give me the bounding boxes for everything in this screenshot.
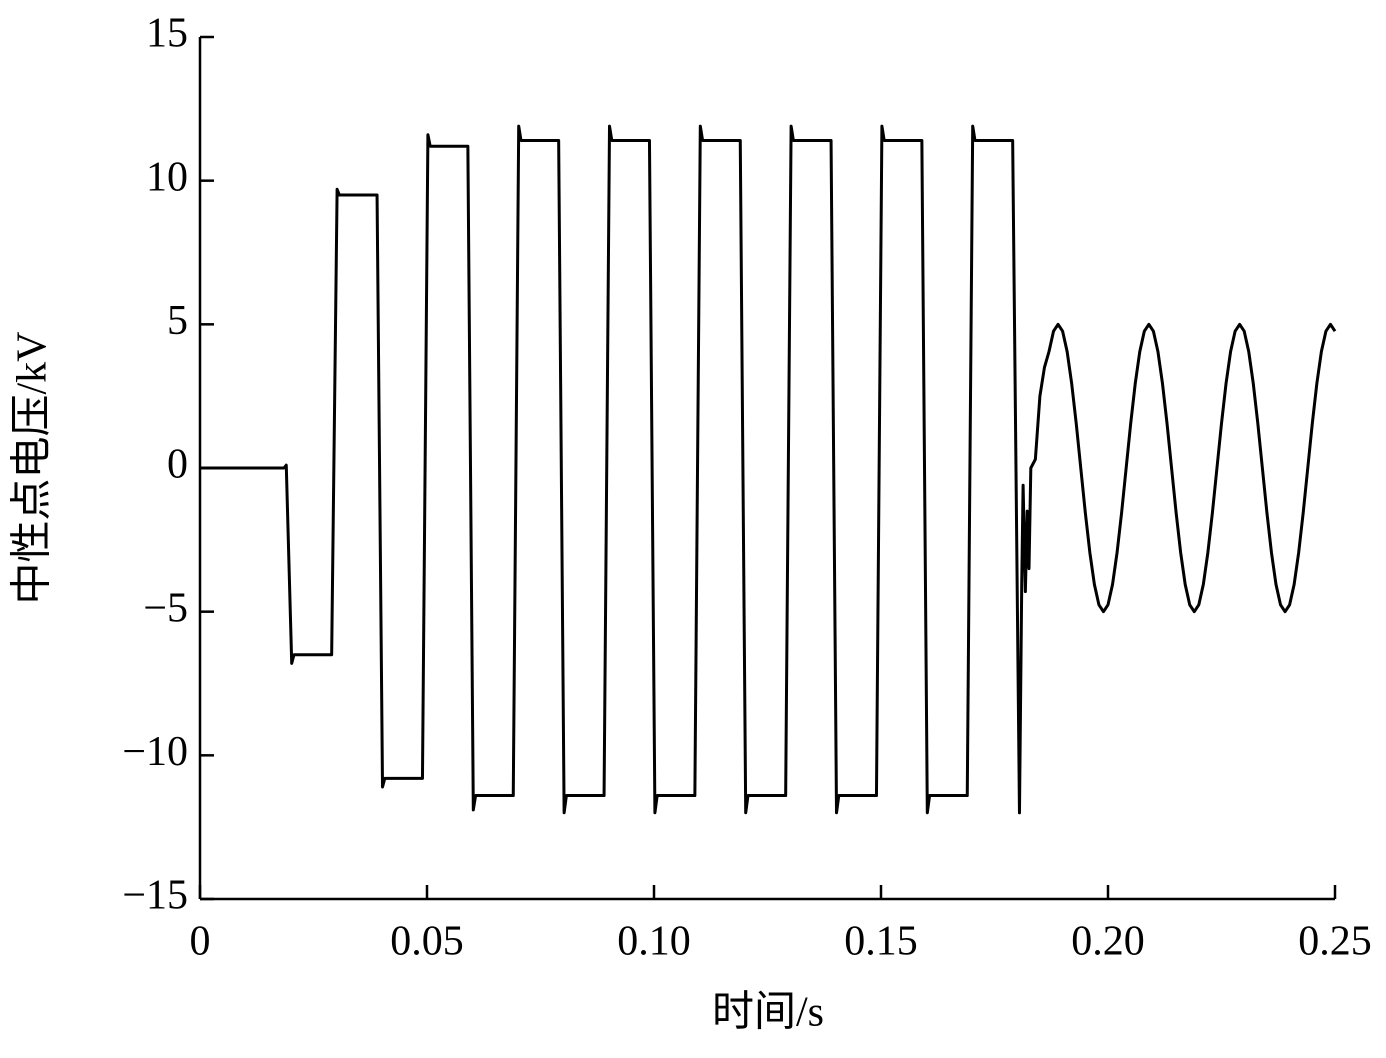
x-tick-label: 0.25 xyxy=(1298,919,1372,965)
y-tick-label: −5 xyxy=(143,585,188,631)
y-tick-label: 10 xyxy=(146,154,188,200)
y-tick-label: −10 xyxy=(122,729,188,775)
voltage-line xyxy=(200,124,1337,815)
y-tick-label: 0 xyxy=(167,442,188,488)
x-tick-label: 0.10 xyxy=(617,919,691,965)
x-tick-label: 0.20 xyxy=(1071,919,1145,965)
x-tick-label: 0 xyxy=(190,919,211,965)
y-tick-label: −15 xyxy=(122,873,188,919)
y-axis-title: 中性点电压/kV xyxy=(10,331,56,604)
x-axis-title: 时间/s xyxy=(712,990,824,1036)
x-tick-label: 0.15 xyxy=(844,919,918,965)
y-tick-label: 5 xyxy=(167,298,188,344)
y-tick-label: 15 xyxy=(146,11,188,57)
x-tick-label: 0.05 xyxy=(390,919,464,965)
